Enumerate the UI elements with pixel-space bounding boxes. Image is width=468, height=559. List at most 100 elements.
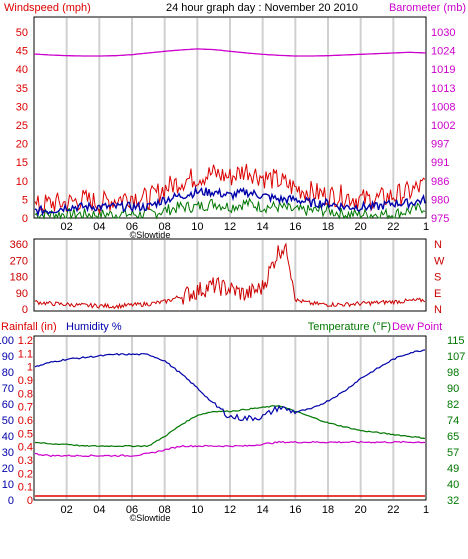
wind-y-tick: 40 [16, 64, 28, 76]
humidity-line [34, 349, 426, 422]
humidity-y-tick: 10 [2, 479, 14, 491]
temp-panel-x-tick: 20 [355, 504, 367, 516]
temp-y-tick: 90 [447, 383, 459, 395]
humidity-y-tick: 50 [2, 415, 14, 427]
humidity-y-tick: 100 [0, 335, 14, 347]
baro-y-tick: 980 [431, 194, 449, 206]
wind-panel-x-tick: 1 [423, 221, 429, 233]
direction-y-tick: 0 [22, 304, 28, 316]
rain-y-tick: 0.9 [18, 375, 33, 387]
baro-y-tick: 986 [431, 176, 449, 188]
baro-y-tick: 1024 [431, 46, 455, 58]
humidity-axis-label: Humidity % [66, 321, 122, 333]
rainfall-axis-label: Rainfall (in) [1, 321, 57, 333]
humidity-y-tick: 40 [2, 431, 14, 443]
direction-y-tick: 90 [16, 288, 28, 300]
temp-y-tick: 115 [447, 335, 465, 347]
direction-y-tick: 180 [10, 272, 28, 284]
baro-y-tick: 1019 [431, 64, 455, 76]
wind-y-tick: 35 [16, 83, 28, 95]
compass-tick: N [434, 239, 442, 251]
temperature-axis-label: Temperature (°F) [308, 321, 391, 333]
temp-y-tick: 107 [447, 351, 465, 363]
rain-y-tick: 0.6 [18, 415, 33, 427]
compass-tick: E [434, 288, 441, 300]
rain-y-tick: 1.2 [18, 335, 33, 347]
compass-tick: W [434, 255, 445, 267]
wind-panel-x-tick: 06 [126, 221, 138, 233]
wind-y-tick: 45 [16, 46, 28, 58]
baro-y-tick: 1013 [431, 83, 455, 95]
wind-panel-watermark: ©Slowtide [130, 230, 171, 240]
temp-panel-x-tick: 04 [93, 504, 105, 516]
temp-y-tick: 82 [447, 399, 459, 411]
temp-y-tick: 57 [447, 447, 459, 459]
temp-panel-x-tick: 22 [387, 504, 399, 516]
barometer-line [33, 48, 427, 57]
wind-y-tick: 10 [16, 176, 28, 188]
temp-panel-watermark: ©Slowtide [130, 513, 171, 523]
wind-y-tick: 15 [16, 157, 28, 169]
humidity-y-tick: 20 [2, 463, 14, 475]
wind-panel-x-tick: 12 [224, 221, 236, 233]
temp-y-tick: 49 [447, 463, 459, 475]
wind-panel-x-tick: 10 [191, 221, 203, 233]
rain-y-tick: 0.2 [18, 468, 33, 480]
temp-panel-x-tick: 12 [224, 504, 236, 516]
temp-y-tick: 98 [447, 367, 459, 379]
baro-y-tick: 975 [431, 213, 449, 225]
humidity-y-tick: 90 [2, 351, 14, 363]
wind-panel-x-tick: 08 [159, 221, 171, 233]
baro-y-tick: 991 [431, 157, 449, 169]
wind-y-tick: 50 [16, 27, 28, 39]
wind-panel-x-tick: 14 [257, 221, 269, 233]
direction-y-tick: 270 [10, 255, 28, 267]
temp-y-tick: 40 [447, 479, 459, 491]
rain-y-tick: 0.1 [18, 482, 33, 494]
dewpoint-line [34, 440, 426, 458]
baro-y-tick: 1008 [431, 101, 455, 113]
temp-panel-x-tick: 16 [289, 504, 301, 516]
rain-y-tick: 0 [27, 495, 33, 507]
temp-panel-x-tick: 18 [322, 504, 334, 516]
rain-y-tick: 0.3 [18, 455, 33, 467]
rain-y-tick: 1.1 [18, 348, 33, 360]
wind-gust-line [34, 163, 426, 216]
temp-panel-x-tick: 10 [191, 504, 203, 516]
temp-y-tick: 65 [447, 431, 459, 443]
wind-panel-x-tick: 02 [61, 221, 73, 233]
rain-y-tick: 1 [27, 362, 33, 374]
baro-y-tick: 1030 [431, 27, 455, 39]
wind-panel-x-tick: 22 [387, 221, 399, 233]
humidity-y-tick: 70 [2, 383, 14, 395]
barometer-axis-label: Barometer (mb) [389, 2, 466, 14]
wind-avg-line [34, 185, 426, 218]
wind-panel-x-tick: 16 [289, 221, 301, 233]
rain-y-tick: 0.4 [18, 442, 33, 454]
wind-panel-x-tick: 18 [322, 221, 334, 233]
dewpoint-axis-label: Dew Point [392, 321, 442, 333]
wind-y-tick: 0 [22, 213, 28, 225]
humidity-y-tick: 0 [8, 495, 14, 507]
humidity-y-tick: 30 [2, 447, 14, 459]
wind-y-tick: 30 [16, 101, 28, 113]
temp-y-tick: 32 [447, 495, 459, 507]
temp-panel-x-tick: 1 [423, 504, 429, 516]
rain-y-tick: 0.8 [18, 388, 33, 400]
temperature-line [34, 404, 426, 448]
wind-direction-line [34, 242, 426, 310]
baro-y-tick: 1002 [431, 120, 455, 132]
windspeed-axis-label: Windspeed (mph) [4, 2, 91, 14]
wind-panel-x-tick: 04 [93, 221, 105, 233]
humidity-y-tick: 60 [2, 399, 14, 411]
temp-y-tick: 74 [447, 415, 459, 427]
wind-y-tick: 25 [16, 120, 28, 132]
compass-tick: S [434, 272, 441, 284]
rain-y-tick: 0.7 [18, 402, 33, 414]
wind-y-tick: 20 [16, 139, 28, 151]
compass-tick: N [434, 304, 442, 316]
temp-panel-x-tick: 14 [257, 504, 269, 516]
direction-y-tick: 360 [10, 239, 28, 251]
humidity-y-tick: 80 [2, 367, 14, 379]
